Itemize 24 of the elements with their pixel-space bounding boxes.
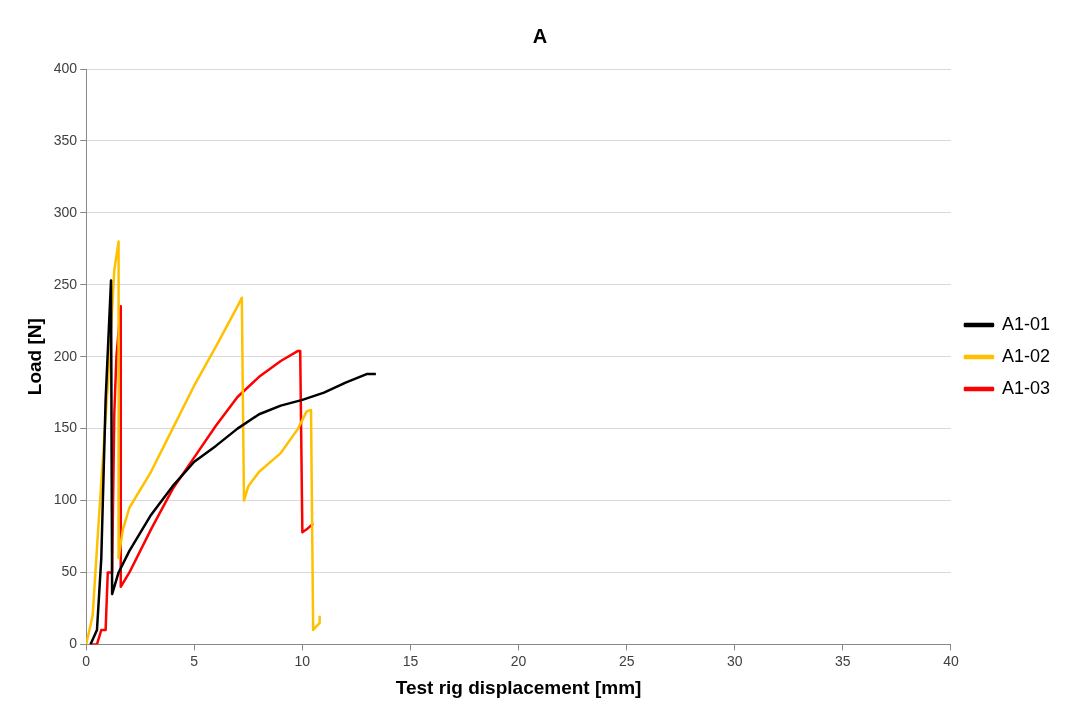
- y-tick-label: 100: [53, 491, 78, 508]
- y-axis-title: Load [N]: [23, 318, 45, 396]
- y-tick-label: 250: [53, 275, 78, 292]
- x-tick-label: 35: [835, 652, 851, 669]
- legend-label: A1-01: [1001, 313, 1051, 334]
- x-tick-label: 30: [726, 652, 743, 669]
- x-tick-label: 0: [82, 652, 91, 669]
- x-axis-title: Test rig displacement [mm]: [395, 676, 642, 698]
- chart-title: A: [532, 24, 548, 47]
- y-tick-label: 50: [61, 563, 78, 580]
- y-tick-label: 400: [53, 59, 78, 76]
- x-tick-label: 25: [618, 652, 635, 669]
- x-tick-label: 40: [943, 652, 959, 669]
- y-tick-label: 300: [53, 203, 78, 220]
- legend-label: A1-03: [1001, 377, 1051, 398]
- legend-label: A1-02: [1001, 345, 1051, 366]
- y-tick-label: 350: [53, 131, 78, 148]
- y-tick-label: 0: [69, 635, 78, 652]
- x-tick-label: 15: [402, 652, 419, 669]
- y-tick-label: 200: [53, 347, 78, 364]
- x-tick-label: 5: [190, 652, 199, 669]
- x-tick-label: 10: [294, 652, 311, 669]
- x-tick-label: 20: [510, 652, 527, 669]
- y-tick-label: 150: [53, 419, 78, 436]
